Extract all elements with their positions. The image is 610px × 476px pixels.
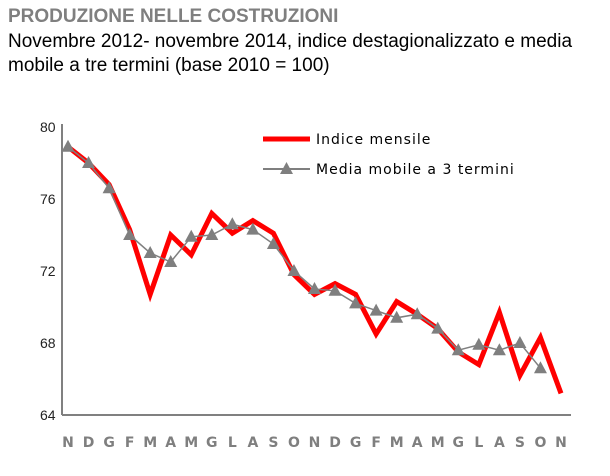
data-point-media bbox=[410, 307, 424, 320]
data-point-media bbox=[492, 343, 506, 356]
data-point-media bbox=[246, 222, 260, 235]
data-point-media bbox=[513, 336, 527, 348]
x-tick-label: M bbox=[390, 435, 404, 451]
x-tick-label: L bbox=[474, 435, 483, 451]
series-line-indice bbox=[66, 144, 564, 395]
data-point-media bbox=[328, 283, 342, 296]
series-line-media bbox=[67, 146, 542, 369]
data-point-media bbox=[123, 228, 137, 240]
data-point-media bbox=[533, 361, 547, 374]
x-tick-label: G bbox=[103, 435, 115, 451]
x-tick-label: G bbox=[350, 435, 362, 451]
chart-title: PRODUZIONE NELLE COSTRUZIONI bbox=[8, 6, 339, 27]
data-point-media bbox=[143, 246, 157, 258]
x-tick-label: F bbox=[371, 435, 381, 451]
x-tick-label: N bbox=[309, 435, 321, 451]
y-tick-label: 72 bbox=[40, 263, 56, 279]
data-point-media bbox=[287, 264, 301, 276]
x-tick-label: A bbox=[412, 435, 423, 451]
x-tick-label: O bbox=[535, 435, 547, 451]
data-point-media bbox=[390, 310, 404, 323]
legend-label-indice: Indice mensile bbox=[316, 132, 431, 148]
data-point-media bbox=[431, 321, 445, 334]
legend-triangle-icon bbox=[280, 162, 293, 174]
y-tick-label: 64 bbox=[40, 407, 56, 423]
data-point-media bbox=[349, 296, 363, 309]
data-point-media bbox=[61, 139, 75, 152]
x-tick-label: D bbox=[329, 435, 341, 451]
x-tick-label: O bbox=[288, 435, 300, 451]
x-tick-label: F bbox=[125, 435, 135, 451]
data-point-media bbox=[184, 229, 198, 242]
data-point-media bbox=[308, 282, 321, 294]
x-tick-label: G bbox=[206, 435, 218, 451]
data-point-media bbox=[205, 228, 219, 240]
x-tick-label: A bbox=[165, 435, 176, 451]
y-tick-label: 68 bbox=[40, 335, 56, 351]
data-point-media bbox=[102, 181, 116, 194]
x-tick-label: D bbox=[83, 435, 95, 451]
data-point-media bbox=[164, 255, 178, 267]
x-tick-label: M bbox=[184, 435, 198, 451]
legend-label-media: Media mobile a 3 termini bbox=[316, 162, 515, 178]
y-tick-label: 80 bbox=[40, 119, 56, 135]
data-point-media bbox=[369, 303, 383, 316]
x-tick-label: L bbox=[228, 435, 237, 451]
y-tick-label: 76 bbox=[40, 191, 56, 207]
x-tick-label: G bbox=[453, 435, 465, 451]
x-tick-label: M bbox=[431, 435, 445, 451]
x-tick-label: M bbox=[143, 435, 157, 451]
data-point-media bbox=[82, 156, 96, 168]
x-tick-label: S bbox=[515, 435, 525, 451]
x-tick-label: S bbox=[268, 435, 278, 451]
data-point-media bbox=[225, 217, 239, 230]
data-point-media bbox=[266, 237, 280, 249]
x-tick-label: N bbox=[555, 435, 567, 451]
x-tick-label: A bbox=[494, 435, 505, 451]
legend: Indice mensile Media mobile a 3 termini bbox=[263, 132, 515, 178]
chart-subtitle: Novembre 2012- novembre 2014, indice des… bbox=[8, 31, 573, 76]
x-tick-label: N bbox=[62, 435, 74, 451]
data-point-media bbox=[472, 337, 486, 350]
x-tick-label: A bbox=[247, 435, 258, 451]
data-point-media bbox=[451, 343, 465, 356]
